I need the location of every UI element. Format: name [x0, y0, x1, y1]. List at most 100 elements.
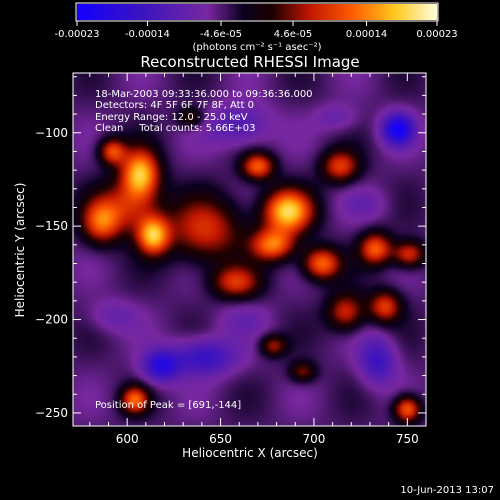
colorbar-swatch — [323, 4, 326, 20]
colorbar-swatch — [97, 4, 100, 20]
colorbar-swatch — [111, 4, 114, 20]
colorbar-swatch — [247, 4, 250, 20]
colorbar-swatch — [223, 4, 226, 20]
x-tick-label: 700 — [302, 432, 325, 446]
colorbar-swatch — [229, 4, 232, 20]
colorbar-ticks: -0.00023 -0.00014 -4.6e-05 4.6e-05 0.00014 0.… — [55, 21, 458, 40]
colorbar-swatch — [361, 4, 364, 20]
colorbar-swatch — [187, 4, 190, 20]
colorbar-swatch — [343, 4, 346, 20]
colorbar-swatch — [193, 4, 196, 20]
colorbar-swatch — [337, 4, 340, 20]
colorbar-tick-label: -0.00023 — [55, 29, 100, 40]
colorbar-swatch — [341, 4, 344, 20]
colorbar-swatch — [161, 4, 164, 20]
colorbar-swatch — [279, 4, 282, 20]
colorbar-swatch — [149, 4, 152, 20]
colorbar-swatch — [173, 4, 176, 20]
colorbar-swatch — [271, 4, 274, 20]
colorbar-swatch — [183, 4, 186, 20]
colorbar-swatch — [107, 4, 110, 20]
colorbar-tick-label: 0.00023 — [416, 29, 457, 40]
axes: 600 650 700 750 −100 −150 −200 −250 — [35, 73, 427, 446]
colorbar-swatch — [407, 4, 410, 20]
colorbar-swatch — [253, 4, 256, 20]
colorbar-swatch — [287, 4, 290, 20]
colorbar-swatch — [427, 4, 430, 20]
chart-title: Reconstructed RHESSI Image — [140, 53, 359, 71]
colorbar-swatch — [269, 4, 272, 20]
colorbar-swatch — [257, 4, 260, 20]
colorbar-swatch — [91, 4, 94, 20]
colorbar-swatch — [311, 4, 314, 20]
colorbar-swatch — [353, 4, 356, 20]
colorbar-swatch — [101, 4, 104, 20]
colorbar-swatch — [267, 4, 270, 20]
colorbar-swatch — [179, 4, 182, 20]
colorbar-swatch — [89, 4, 92, 20]
colorbar-swatch — [243, 4, 246, 20]
colorbar-swatch — [133, 4, 136, 20]
colorbar-swatch — [87, 4, 90, 20]
plot-frame — [72, 72, 427, 427]
colorbar-swatch — [369, 4, 372, 20]
timestamp: 10-Jun-2013 13:07 — [400, 485, 494, 496]
colorbar-swatch — [227, 4, 230, 20]
colorbar-swatch — [215, 4, 218, 20]
colorbar-swatch — [251, 4, 254, 20]
colorbar-swatch — [365, 4, 368, 20]
colorbar-swatch — [333, 4, 336, 20]
colorbar-swatch — [313, 4, 316, 20]
x-axis-label: Heliocentric X (arcsec) — [182, 446, 318, 460]
colorbar-swatch — [335, 4, 338, 20]
annotation-energy: Energy Range: 12.0 - 25.0 keV — [95, 112, 248, 123]
colorbar-swatch — [83, 4, 86, 20]
colorbar-swatch — [275, 4, 278, 20]
colorbar-swatch — [81, 4, 84, 20]
colorbar-swatch — [203, 4, 206, 20]
colorbar-swatch — [309, 4, 312, 20]
colorbar-swatch — [181, 4, 184, 20]
colorbar-swatch — [127, 4, 130, 20]
colorbar-swatch — [315, 4, 318, 20]
colorbar-swatch — [245, 4, 248, 20]
colorbar-swatch — [399, 4, 402, 20]
colorbar-swatch — [119, 4, 122, 20]
colorbar-swatch — [177, 4, 180, 20]
x-tick-label: 750 — [396, 432, 419, 446]
colorbar-swatch — [197, 4, 200, 20]
colorbar-tick-label: 4.6e-05 — [274, 29, 312, 40]
annotation-clean: Clean Total counts: 5.66E+03 — [95, 123, 255, 134]
colorbar-swatch — [255, 4, 258, 20]
colorbar-swatch — [359, 4, 362, 20]
colorbar-swatch — [405, 4, 408, 20]
colorbar-swatch — [371, 4, 374, 20]
colorbar-swatch — [325, 4, 328, 20]
colorbar-swatch — [139, 4, 142, 20]
colorbar-swatch — [123, 4, 126, 20]
colorbar-swatch — [199, 4, 202, 20]
colorbar-swatch — [221, 4, 224, 20]
colorbar-swatch — [233, 4, 236, 20]
colorbar-swatch — [77, 4, 80, 20]
colorbar-swatch — [347, 4, 350, 20]
colorbar-swatch — [141, 4, 144, 20]
colorbar-swatch — [301, 4, 304, 20]
colorbar-swatch — [387, 4, 390, 20]
colorbar-swatch — [377, 4, 380, 20]
colorbar-swatch — [403, 4, 406, 20]
colorbar-swatch — [265, 4, 268, 20]
colorbar-swatch — [249, 4, 252, 20]
colorbar-swatch — [393, 4, 396, 20]
colorbar-swatch — [355, 4, 358, 20]
colorbar-swatch — [373, 4, 376, 20]
colorbar-swatch — [281, 4, 284, 20]
colorbar-swatch — [391, 4, 394, 20]
colorbar-swatch — [261, 4, 264, 20]
colorbar-swatch — [211, 4, 214, 20]
colorbar-swatch — [401, 4, 404, 20]
colorbar-frame — [75, 2, 439, 22]
annotation-detectors: Detectors: 4F 5F 6F 7F 8F, Att 0 — [95, 100, 254, 111]
colorbar-swatch — [379, 4, 382, 20]
